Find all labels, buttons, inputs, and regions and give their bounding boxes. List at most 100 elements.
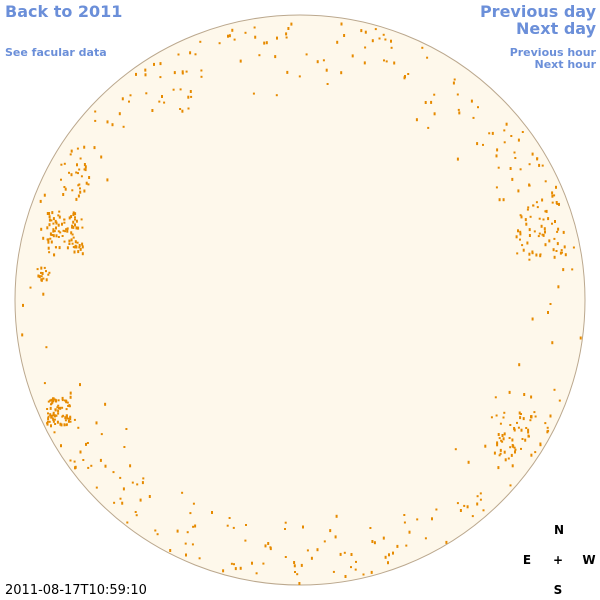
facula [22, 303, 24, 307]
facula [134, 511, 137, 513]
previous-hour-link[interactable]: Previous hour [510, 46, 597, 59]
facula [530, 415, 532, 419]
facula [403, 514, 406, 516]
facula [211, 511, 213, 514]
facula [510, 453, 513, 457]
facula [528, 228, 531, 232]
facula [553, 194, 556, 197]
facula [544, 422, 547, 425]
facula [65, 399, 68, 403]
facula [47, 417, 50, 421]
facula [503, 450, 506, 454]
facula [87, 183, 90, 186]
facular-data-link[interactable]: See facular data [5, 46, 107, 59]
facula [154, 529, 157, 532]
facula [392, 551, 394, 555]
facula [362, 573, 365, 576]
facula [58, 246, 61, 250]
facula [192, 525, 195, 528]
facula [336, 40, 339, 44]
facula [484, 444, 487, 448]
facula [505, 122, 508, 126]
facula [332, 570, 335, 573]
facula [52, 217, 55, 221]
facula [144, 73, 147, 77]
facula [74, 244, 77, 248]
facula [526, 241, 529, 245]
facula [123, 446, 126, 448]
facula [122, 125, 125, 128]
facula [64, 419, 67, 422]
facula [52, 230, 55, 233]
facula [262, 562, 265, 565]
facula [43, 266, 46, 269]
facula [390, 46, 393, 49]
facula [344, 575, 347, 578]
facula [61, 396, 64, 400]
facula [387, 561, 389, 565]
facula [544, 210, 547, 213]
back-link[interactable]: Back to 2011 [5, 2, 122, 21]
facula [531, 317, 534, 321]
facula [62, 414, 65, 417]
facula [293, 561, 296, 564]
facula [128, 100, 130, 103]
facula [47, 415, 50, 418]
facula [267, 542, 270, 545]
facula [233, 563, 235, 566]
next-day-link[interactable]: Next day [516, 19, 597, 38]
facula [60, 178, 62, 181]
facula [56, 406, 59, 409]
facula [185, 70, 188, 73]
facula [244, 31, 247, 34]
compass-center: + [553, 553, 563, 567]
facula [54, 219, 57, 223]
previous-day-link[interactable]: Previous day [480, 2, 597, 21]
facula [513, 446, 516, 449]
faculae [21, 22, 582, 585]
facula [384, 555, 387, 559]
facula [536, 206, 539, 209]
facula [106, 178, 109, 182]
facula [71, 242, 74, 245]
facula [527, 428, 530, 431]
facula [517, 426, 520, 429]
facula [76, 147, 79, 150]
facula [67, 417, 70, 420]
facula [80, 175, 83, 178]
facula [187, 95, 190, 99]
facula [218, 42, 221, 45]
facula [63, 240, 66, 243]
facula [63, 423, 66, 427]
facula [329, 529, 332, 533]
facula [41, 272, 44, 275]
facula [343, 34, 346, 37]
facula [122, 487, 125, 491]
facula [48, 420, 51, 423]
facula [179, 108, 182, 110]
facula [316, 60, 319, 64]
facula [173, 71, 176, 75]
facula [55, 226, 57, 230]
facula [490, 416, 493, 419]
facula [551, 191, 554, 195]
facula [540, 224, 543, 228]
facula [525, 222, 528, 226]
facula [61, 235, 64, 237]
facula [46, 238, 49, 241]
next-hour-link[interactable]: Next hour [535, 58, 597, 71]
facula [73, 418, 76, 421]
facula [57, 404, 60, 407]
facula [57, 236, 60, 238]
facula [517, 229, 519, 233]
facula [46, 226, 49, 230]
facula [88, 176, 91, 179]
facula [519, 230, 522, 233]
facula [191, 543, 194, 546]
facula [55, 399, 58, 403]
facula [476, 502, 479, 506]
facula [263, 41, 266, 45]
facula [94, 110, 97, 113]
facula [323, 540, 326, 543]
facula [135, 72, 137, 76]
